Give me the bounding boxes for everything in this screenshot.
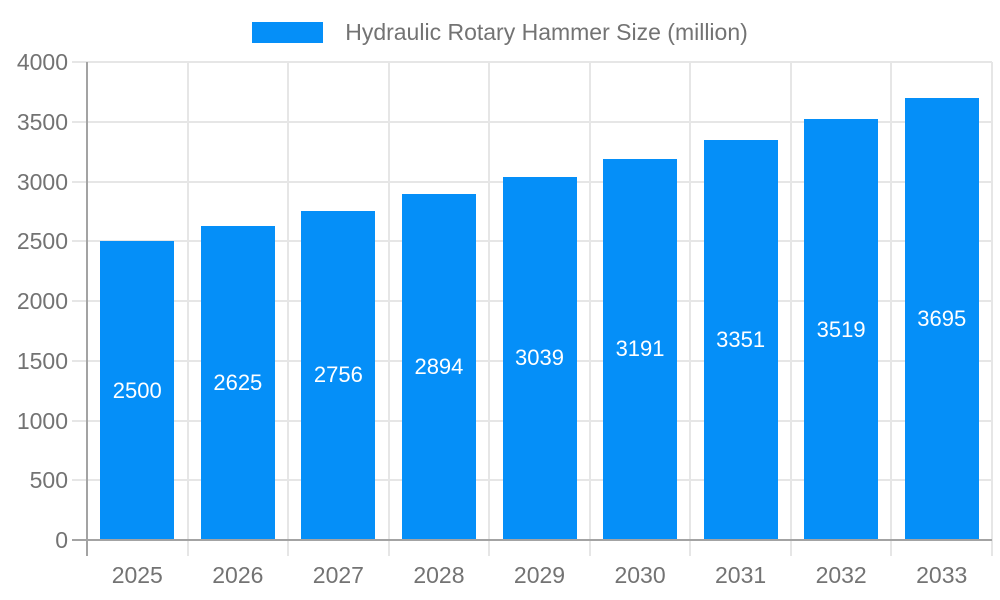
x-tick-label: 2026 [212, 562, 264, 588]
gridline-vertical [287, 62, 290, 556]
x-tick-label: 2033 [916, 562, 968, 588]
x-tick-label: 2028 [413, 562, 465, 588]
x-tick-label: 2031 [715, 562, 767, 588]
bar[interactable] [904, 98, 979, 539]
y-tick-label: 500 [29, 467, 68, 494]
x-tick-label: 2025 [111, 562, 163, 588]
y-tick-label: 1000 [16, 407, 68, 434]
legend-swatch [252, 21, 324, 43]
bar-value-label: 3351 [716, 326, 766, 352]
gridline-vertical [689, 62, 692, 556]
legend[interactable]: Hydraulic Rotary Hammer Size (million) [0, 17, 1000, 47]
x-axis-line [72, 539, 992, 541]
gridline-vertical [991, 62, 993, 556]
bar[interactable] [703, 139, 778, 539]
bar-value-label: 3039 [515, 345, 564, 371]
y-tick-label: 0 [55, 527, 68, 553]
gridline-vertical [588, 62, 591, 556]
x-tick-label: 2027 [312, 562, 364, 588]
y-axis-line [86, 62, 88, 556]
legend-label: Hydraulic Rotary Hammer Size (million) [345, 18, 748, 45]
bar-value-label: 2500 [112, 377, 162, 403]
bar-value-label: 3519 [816, 316, 866, 342]
bar[interactable] [200, 226, 275, 539]
bar[interactable] [301, 210, 376, 539]
bar[interactable] [502, 176, 577, 539]
gridline-vertical [488, 62, 491, 556]
bar-value-label: 2756 [313, 362, 363, 388]
x-tick-label: 2029 [513, 562, 566, 588]
bar[interactable] [804, 119, 879, 539]
y-tick-label: 2500 [16, 228, 68, 255]
bar[interactable] [100, 241, 175, 539]
bar-value-label: 2894 [414, 354, 464, 380]
x-tick-label: 2030 [614, 562, 666, 588]
bar-value-label: 3695 [917, 306, 967, 332]
gridline-vertical [387, 62, 390, 556]
y-tick-label: 3000 [16, 168, 68, 195]
bar[interactable] [401, 194, 476, 539]
gridline-vertical [890, 62, 893, 556]
y-tick-label: 1500 [16, 347, 68, 374]
bar[interactable] [603, 158, 678, 539]
gridline-vertical [186, 62, 189, 556]
bar-value-label: 3191 [615, 336, 665, 362]
y-tick-label: 2000 [16, 288, 68, 314]
gridline-vertical [789, 62, 792, 556]
y-tick-label: 4000 [16, 49, 68, 75]
bar-value-label: 2625 [213, 370, 263, 396]
x-tick-label: 2032 [815, 562, 867, 588]
gridline-horizontal [72, 120, 992, 123]
y-tick-label: 3500 [16, 108, 68, 135]
gridline-horizontal [72, 61, 992, 63]
